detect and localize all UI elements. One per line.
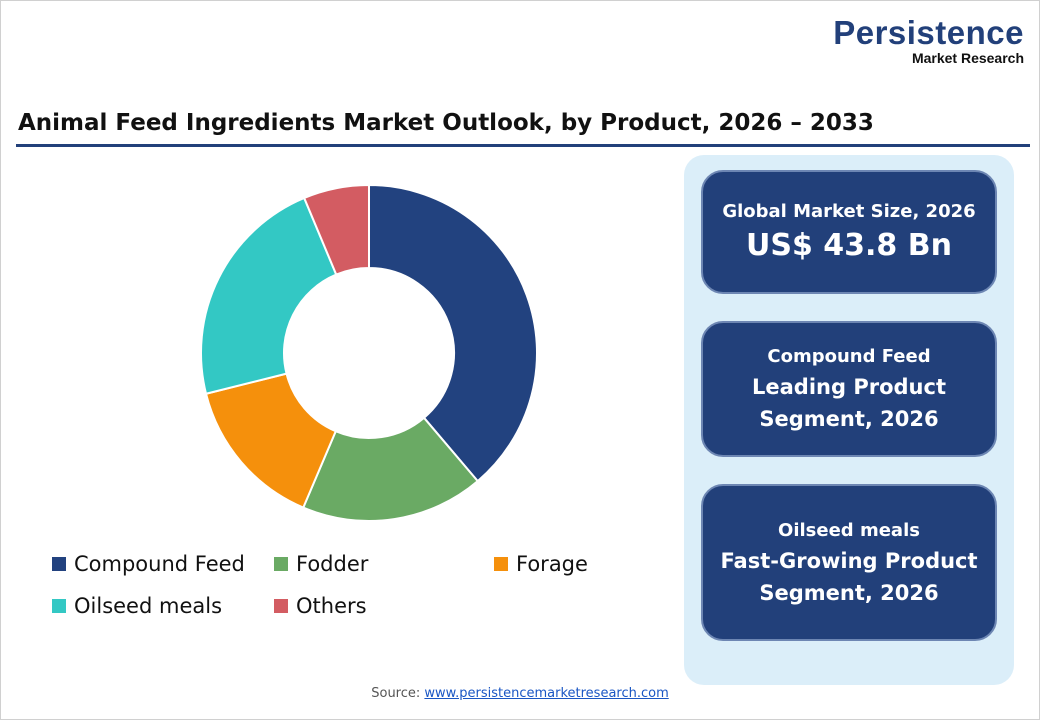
slice-compound-feed — [368, 183, 538, 483]
slice-others — [302, 183, 370, 276]
legend-label: Fodder — [296, 552, 369, 576]
card-line2: Segment, 2026 — [759, 407, 939, 431]
legend-item-forage: Forage — [494, 552, 588, 576]
market-size-card: Global Market Size, 2026 US$ 43.8 Bn — [701, 170, 997, 294]
card-value: US$ 43.8 Bn — [746, 228, 952, 263]
legend-item-others: Others — [274, 594, 367, 618]
source-label: Source: — [371, 686, 421, 701]
source: Source: www.persistencemarketresearch.co… — [0, 686, 1040, 701]
logo-line2: Market Research — [911, 50, 1024, 66]
card-label: Oilseed meals — [778, 519, 920, 541]
fast-growing-card: Oilseed meals Fast-Growing Product Segme… — [701, 484, 997, 641]
legend-label: Oilseed meals — [74, 594, 223, 618]
card-label: Global Market Size, 2026 — [722, 201, 976, 222]
source-link[interactable]: www.persistencemarketresearch.com — [424, 686, 669, 701]
leading-segment-card: Compound Feed Leading Product Segment, 2… — [701, 321, 997, 457]
card-line1: Fast-Growing Product — [720, 548, 978, 573]
card-label: Compound Feed — [767, 346, 931, 367]
legend-item-fodder: Fodder — [274, 552, 368, 576]
title-divider — [16, 144, 1030, 147]
legend-swatch — [494, 557, 508, 571]
legend-swatch — [52, 599, 66, 613]
legend-label: Compound Feed — [74, 552, 245, 576]
legend-swatch — [52, 557, 66, 571]
logo-line1: Persistence — [833, 14, 1024, 51]
legend-swatch — [274, 557, 288, 571]
card-line1: Leading Product — [752, 375, 946, 399]
card-line2: Segment, 2026 — [759, 580, 939, 605]
slice-fodder — [301, 416, 480, 522]
logo: Persistence Market Research — [833, 14, 1024, 67]
legend-label: Forage — [516, 552, 588, 576]
legend-swatch — [274, 599, 288, 613]
legend-item-oilseed-meals: Oilseed meals — [52, 594, 222, 618]
legend-item-compound-feed: Compound Feed — [52, 552, 245, 576]
slice-oilseed-meals — [200, 196, 338, 395]
legend-label: Others — [296, 594, 367, 618]
chart-title: Animal Feed Ingredients Market Outlook, … — [18, 110, 874, 136]
